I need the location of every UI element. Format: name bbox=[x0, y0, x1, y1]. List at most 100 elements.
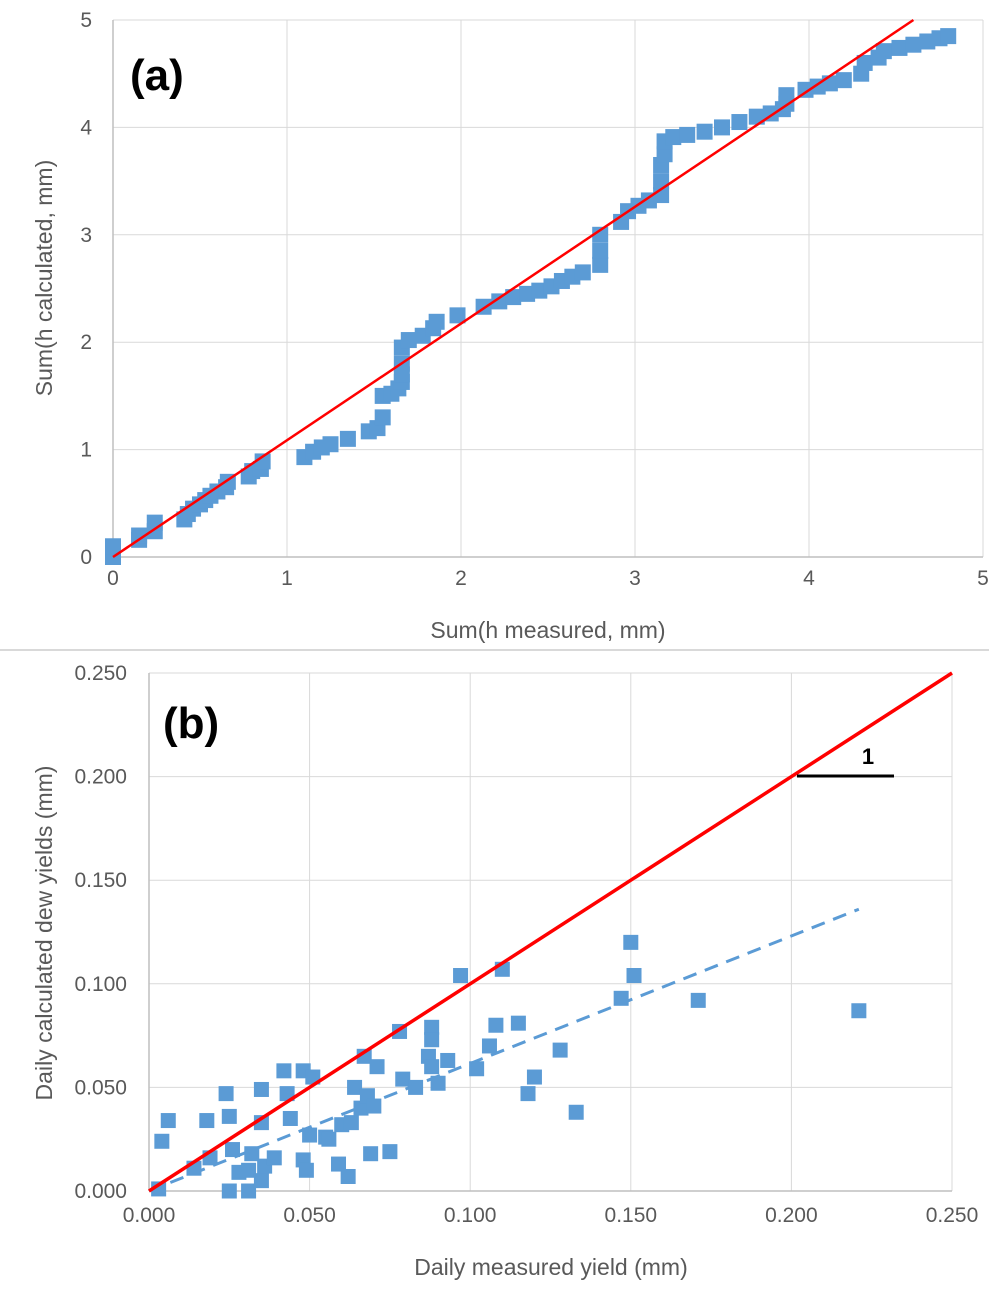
x-tick-label: 3 bbox=[629, 567, 641, 590]
one-to-one-line bbox=[112, 18, 915, 559]
y-tick-label: 0.050 bbox=[74, 1076, 127, 1099]
data-point bbox=[400, 332, 417, 349]
slope-label: 1 bbox=[862, 744, 874, 769]
data-point bbox=[374, 409, 391, 426]
data-point bbox=[520, 1086, 536, 1102]
data-point bbox=[298, 1162, 314, 1178]
x-tick-label: 0.100 bbox=[444, 1204, 497, 1227]
data-point bbox=[568, 1104, 584, 1120]
data-point bbox=[430, 1075, 446, 1091]
y-tick-label: 4 bbox=[80, 116, 92, 139]
y-tick-label: 1 bbox=[80, 439, 92, 462]
panel-label: (a) bbox=[130, 51, 184, 100]
x-tick-label: 4 bbox=[803, 567, 815, 590]
x-tick-label: 0.200 bbox=[765, 1204, 818, 1227]
data-point bbox=[424, 1059, 440, 1075]
x-tick-label: 0.150 bbox=[605, 1204, 658, 1227]
data-point bbox=[919, 33, 936, 50]
data-point bbox=[322, 436, 339, 453]
data-point bbox=[519, 285, 536, 302]
x-axis-title: Sum(h measured, mm) bbox=[430, 617, 665, 643]
y-tick-labels: 0 1 2 3 4 5 bbox=[80, 9, 92, 569]
data-point bbox=[835, 72, 852, 89]
data-point bbox=[428, 313, 445, 330]
data-point bbox=[626, 968, 642, 984]
data-point bbox=[254, 453, 271, 470]
data-point bbox=[424, 1019, 440, 1035]
data-point bbox=[225, 1142, 241, 1158]
data-point bbox=[154, 1133, 170, 1149]
data-point bbox=[613, 990, 629, 1006]
data-point bbox=[905, 36, 922, 53]
x-tick-label: 0.250 bbox=[926, 1204, 979, 1227]
x-tick-label: 5 bbox=[977, 567, 989, 590]
x-tick-label: 0.000 bbox=[123, 1204, 176, 1227]
y-tick-label: 3 bbox=[80, 224, 92, 247]
x-tick-labels: 0 1 2 3 4 5 bbox=[107, 567, 989, 590]
data-point bbox=[241, 1162, 257, 1178]
data-point bbox=[552, 1042, 568, 1058]
data-point bbox=[160, 1113, 176, 1129]
data-point bbox=[340, 1168, 356, 1184]
panel-label: (b) bbox=[163, 699, 219, 748]
data-point bbox=[339, 430, 356, 447]
data-point bbox=[347, 1079, 363, 1095]
y-tick-label: 0.000 bbox=[74, 1180, 127, 1203]
grid bbox=[113, 19, 984, 557]
y-tick-label: 0.100 bbox=[74, 973, 127, 996]
x-tick-label: 0 bbox=[107, 567, 119, 590]
axes bbox=[112, 20, 983, 558]
data-point bbox=[491, 293, 508, 310]
data-point bbox=[640, 192, 657, 209]
data-point bbox=[690, 992, 706, 1008]
data-point bbox=[266, 1150, 282, 1166]
data-point bbox=[253, 1173, 269, 1189]
data-point bbox=[778, 87, 795, 104]
data-points bbox=[151, 934, 867, 1199]
data-point bbox=[131, 527, 148, 544]
x-tick-label: 1 bbox=[281, 567, 293, 590]
data-point bbox=[282, 1110, 298, 1126]
data-point bbox=[279, 1086, 295, 1102]
data-point bbox=[276, 1063, 292, 1079]
data-point bbox=[623, 934, 639, 950]
data-point bbox=[731, 114, 748, 131]
data-point bbox=[382, 1144, 398, 1160]
data-point bbox=[469, 1061, 485, 1077]
y-tick-labels: 0.000 0.050 0.100 0.150 0.200 0.250 bbox=[74, 662, 127, 1203]
data-point bbox=[453, 968, 469, 984]
data-point bbox=[665, 129, 682, 146]
data-point bbox=[526, 1069, 542, 1085]
data-point bbox=[505, 289, 522, 306]
y-tick-label: 2 bbox=[80, 331, 92, 354]
trendline bbox=[148, 907, 860, 1193]
y-tick-label: 5 bbox=[80, 9, 92, 32]
data-point bbox=[241, 1183, 257, 1199]
x-tick-label: 0.050 bbox=[283, 1204, 336, 1227]
data-point bbox=[531, 282, 548, 299]
y-tick-label: 0.250 bbox=[74, 662, 127, 685]
data-point bbox=[331, 1156, 347, 1172]
data-point bbox=[481, 1038, 497, 1054]
data-point bbox=[321, 1131, 337, 1147]
one-to-one-line bbox=[148, 671, 953, 1193]
data-point bbox=[221, 1183, 237, 1199]
data-point bbox=[343, 1115, 359, 1131]
data-point bbox=[424, 1032, 440, 1048]
data-points bbox=[105, 28, 957, 565]
data-point bbox=[408, 1079, 424, 1095]
data-point bbox=[449, 307, 466, 324]
data-point bbox=[574, 264, 591, 281]
data-point bbox=[821, 75, 838, 92]
y-tick-label: 0 bbox=[80, 546, 92, 569]
data-point bbox=[395, 1071, 411, 1087]
data-point bbox=[656, 146, 673, 163]
y-tick-label: 0.150 bbox=[74, 869, 127, 892]
data-point bbox=[488, 1017, 504, 1033]
data-point bbox=[856, 54, 873, 71]
axes bbox=[148, 673, 952, 1192]
data-point bbox=[363, 1146, 379, 1162]
data-point bbox=[891, 39, 908, 56]
data-point bbox=[696, 123, 713, 140]
data-point bbox=[353, 1100, 369, 1116]
